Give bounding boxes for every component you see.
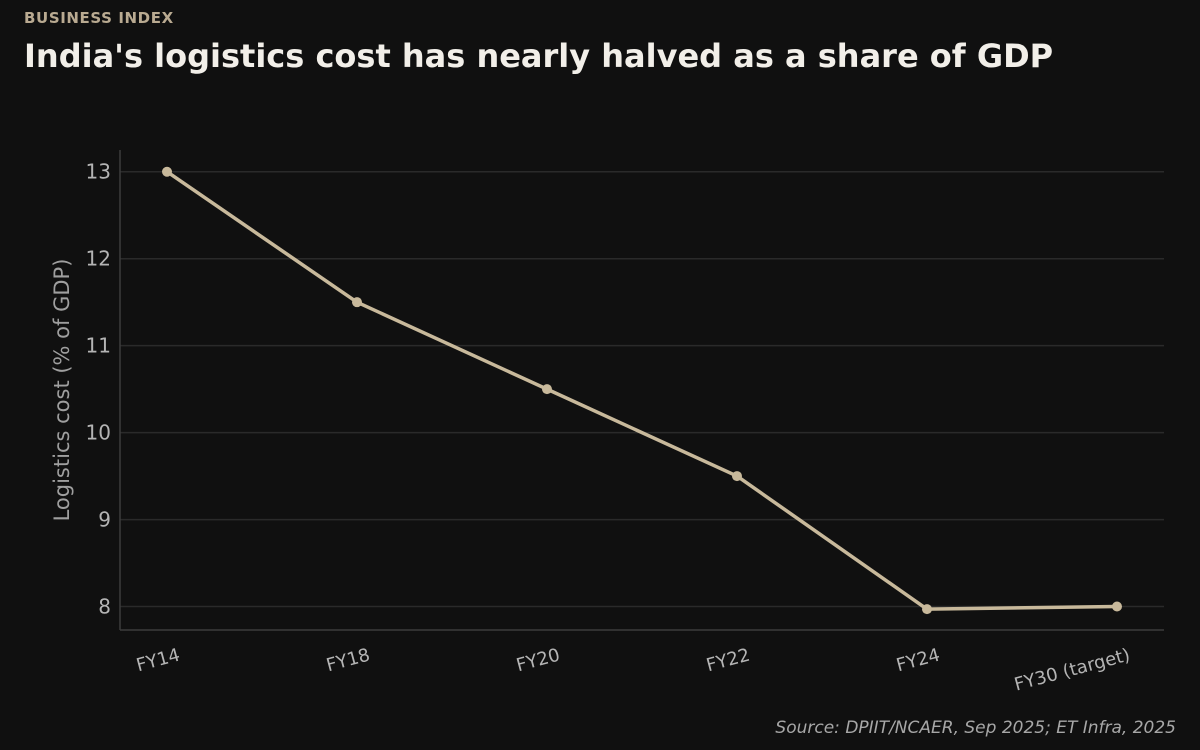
y-tick-label: 11 [86,334,111,358]
data-point [1112,601,1122,612]
data-point [162,166,172,177]
y-tick-label: 12 [86,247,111,271]
data-point [542,384,552,395]
y-axis-label: Logistics cost (% of GDP) [50,259,74,522]
y-tick-label: 9 [98,508,111,532]
data-point [922,604,932,615]
x-tick-label: FY14 [134,645,182,677]
axes [119,150,1164,631]
y-tick-label: 13 [86,160,111,184]
x-tick-labels: FY14 FY18 FY20 FY22 FY24 FY30 (target) [134,645,1132,696]
x-tick-label: FY24 [894,645,942,677]
y-tick-label: 10 [86,421,111,445]
x-tick-label: FY22 [704,645,752,677]
gridlines [120,170,1164,608]
x-tick-label: FY30 (target) [1012,645,1132,696]
series-line [165,169,1119,611]
x-tick-label: FY20 [514,645,562,677]
x-tick-label: FY18 [324,645,372,677]
chart-title: India's logistics cost has nearly halved… [24,37,1054,75]
y-tick-labels: 8 9 10 11 12 13 [86,160,111,619]
kicker-label: BUSINESS INDEX [24,9,174,27]
y-tick-label: 8 [98,595,111,619]
data-point [352,297,362,308]
data-point [732,471,742,482]
series-line-group [165,169,1119,611]
data-points [162,166,1122,615]
source-note: Source: DPIIT/NCAER, Sep 2025; ET Infra,… [775,718,1176,738]
